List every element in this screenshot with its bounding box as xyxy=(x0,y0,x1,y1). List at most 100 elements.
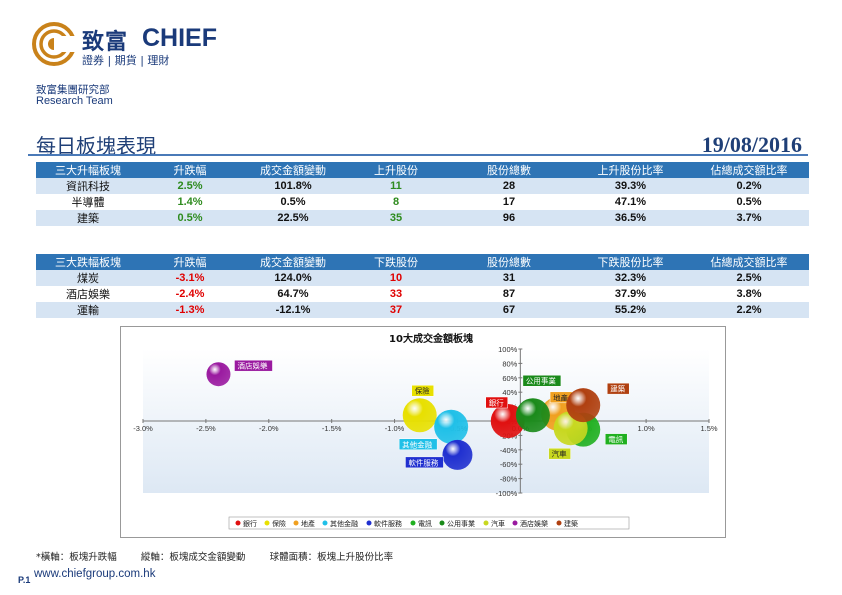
legend-label: 汽車 xyxy=(491,519,505,528)
change-cell: 1.4% xyxy=(140,194,240,210)
bubble-label-box xyxy=(548,447,571,460)
turnover-share-cell: 0.2% xyxy=(689,178,809,194)
turnover-share-cell: 2.2% xyxy=(689,302,809,318)
bubble-label-box xyxy=(485,396,509,409)
falling-count-cell: 37 xyxy=(346,302,446,318)
bubble-chart-svg: 10大成交金額板塊 -3.0%-2.5%-2.0%-1.5%-1.0%-0.5%… xyxy=(133,332,718,530)
x-tick-label: -2.5% xyxy=(196,424,216,433)
bubble-1 xyxy=(402,398,437,433)
department-chinese: 致富集團研究部 xyxy=(36,84,110,96)
falling-ratio-cell: 37.9% xyxy=(572,286,689,302)
bubble-label-box xyxy=(604,433,628,445)
falling-count-cell: 33 xyxy=(346,286,446,302)
x-tick-label: -1.5% xyxy=(322,424,342,433)
logo-subtitle: 證券 | 期貨 | 理財 xyxy=(82,54,170,67)
col-header: 上升股份 xyxy=(346,162,446,178)
turnover-change-cell: 124.0% xyxy=(240,270,346,286)
table-row: 煤炭 -3.1% 124.0% 10 31 32.3% 2.5% xyxy=(36,270,809,286)
change-cell: 2.5% xyxy=(140,178,240,194)
col-header: 成交金額變動 xyxy=(240,162,346,178)
bubble-6 xyxy=(515,398,550,433)
col-header: 升跌幅 xyxy=(140,254,240,270)
legend-marker xyxy=(410,520,416,526)
rising-count-cell: 11 xyxy=(346,178,446,194)
col-header: 三大跌幅板塊 xyxy=(36,254,140,270)
chief-logo-icon xyxy=(32,22,76,66)
table-header-row: 三大升幅板塊 升跌幅 成交金額變動 上升股份 股份總數 上升股份比率 佔總成交額… xyxy=(36,162,809,178)
bubble-label: 其他金融 xyxy=(402,439,432,449)
bubble-label: 公用事業 xyxy=(526,376,556,386)
x-tick-label: -2.0% xyxy=(259,424,279,433)
legend-marker xyxy=(512,520,518,526)
bubble-label-box xyxy=(398,438,438,451)
change-cell: -1.3% xyxy=(140,302,240,318)
col-header: 下跌股份 xyxy=(346,254,446,270)
total-count-cell: 67 xyxy=(446,302,572,318)
bubble-label: 保險 xyxy=(415,386,430,396)
total-count-cell: 96 xyxy=(446,210,572,226)
total-count-cell: 17 xyxy=(446,194,572,210)
top-losers-table: 三大跌幅板塊 升跌幅 成交金額變動 下跌股份 股份總數 下跌股份比率 佔總成交額… xyxy=(36,254,809,318)
legend-label: 電訊 xyxy=(418,519,432,528)
total-count-cell: 31 xyxy=(446,270,572,286)
legend-marker xyxy=(366,520,372,526)
col-header: 股份總數 xyxy=(446,254,572,270)
x-tick-label: -3.0% xyxy=(133,424,153,433)
report-date: 19/08/2016 xyxy=(701,132,802,157)
col-header: 下跌股份比率 xyxy=(572,254,689,270)
change-cell: 0.5% xyxy=(140,210,240,226)
falling-ratio-cell: 55.2% xyxy=(572,302,689,318)
bubble-label: 銀行 xyxy=(489,398,504,408)
chart-legend: 銀行 保險 地產 其他金融 軟件服務 電訊 公用事業 汽車 酒店娛樂 建築 xyxy=(228,516,630,530)
rising-count-cell: 35 xyxy=(346,210,446,226)
col-header: 上升股份比率 xyxy=(572,162,689,178)
turnover-change-cell: 101.8% xyxy=(240,178,346,194)
bubble-label-box xyxy=(234,359,273,372)
table-row: 酒店娛樂 -2.4% 64.7% 33 87 37.9% 3.8% xyxy=(36,286,809,302)
change-cell: -3.1% xyxy=(140,270,240,286)
bubble-label: 汽車 xyxy=(552,449,568,459)
sector-name: 資訊科技 xyxy=(36,178,140,194)
x-tick-label: -1.0% xyxy=(385,424,405,433)
sector-name: 運輸 xyxy=(36,302,140,318)
legend-box xyxy=(228,516,630,530)
y-tick-label: 100% xyxy=(498,345,518,354)
title-divider xyxy=(28,154,808,156)
col-header: 成交金額變動 xyxy=(240,254,346,270)
table-row: 資訊科技 2.5% 101.8% 11 28 39.3% 0.2% xyxy=(36,178,809,194)
bubble-4 xyxy=(442,439,473,470)
legend-marker xyxy=(556,520,562,526)
bubble-label-box xyxy=(606,382,630,395)
company-logo: 致富 CHIEF 證券 | 期貨 | 理財 xyxy=(32,22,232,72)
col-header: 三大升幅板塊 xyxy=(36,162,140,178)
rising-ratio-cell: 47.1% xyxy=(572,194,689,210)
bubble-label-box xyxy=(411,384,434,397)
sector-name: 酒店娛樂 xyxy=(36,286,140,302)
y-tick-label: -80% xyxy=(500,475,518,484)
y-tick-label: 40% xyxy=(502,388,517,397)
bubble-label: 酒店娛樂 xyxy=(237,361,267,371)
change-cell: -2.4% xyxy=(140,286,240,302)
chart-title: 10大成交金額板塊 xyxy=(389,332,473,345)
total-count-cell: 87 xyxy=(446,286,572,302)
bubble-8 xyxy=(206,362,231,387)
sector-name: 半導體 xyxy=(36,194,140,210)
turnover-share-cell: 2.5% xyxy=(689,270,809,286)
legend-label: 其他金融 xyxy=(330,519,358,528)
legend-marker xyxy=(483,520,489,526)
turnover-share-cell: 3.8% xyxy=(689,286,809,302)
legend-label: 公用事業 xyxy=(447,519,475,528)
page-number: P.1 xyxy=(18,575,31,585)
legend-label: 保險 xyxy=(272,519,286,528)
legend-marker xyxy=(439,520,445,526)
logo-english: CHIEF xyxy=(142,24,217,52)
website-link[interactable]: www.chiefgroup.com.hk xyxy=(34,568,156,580)
rising-count-cell: 8 xyxy=(346,194,446,210)
col-header: 佔總成交額比率 xyxy=(689,254,809,270)
logo-chinese: 致富 xyxy=(82,30,129,55)
col-header: 佔總成交額比率 xyxy=(689,162,809,178)
rising-ratio-cell: 36.5% xyxy=(572,210,689,226)
turnover-change-cell: 64.7% xyxy=(240,286,346,302)
y-tick-label: -100% xyxy=(496,489,518,498)
